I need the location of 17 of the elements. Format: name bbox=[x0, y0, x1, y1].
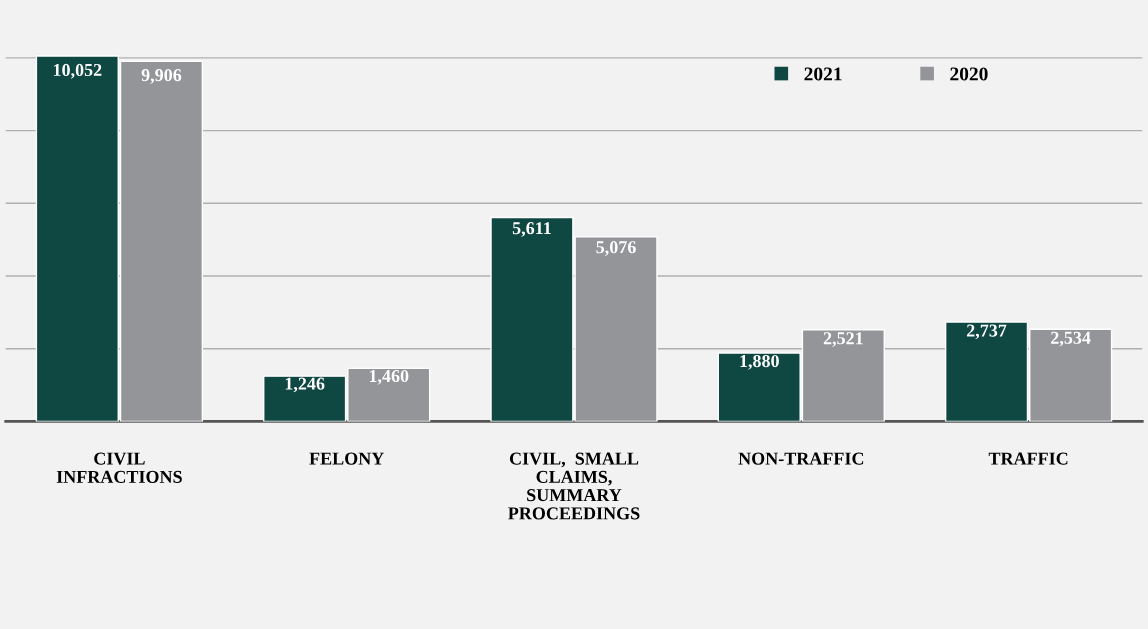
x-tick-label: NON-TRAFFIC bbox=[738, 452, 864, 465]
legend-label: 2021 bbox=[804, 67, 842, 81]
data-label: 2,534 bbox=[1051, 331, 1091, 347]
data-label: 9,906 bbox=[141, 69, 182, 84]
data-label: 5,611 bbox=[512, 222, 551, 237]
data-label: 10,052 bbox=[53, 63, 102, 79]
data-label: 5,076 bbox=[596, 241, 636, 256]
legend-label: 2020 bbox=[950, 67, 988, 81]
x-tick-label: CIVIL, SMALL CLAIMS, SUMMARY PROCEEDINGS bbox=[508, 452, 640, 520]
data-label: 1,246 bbox=[285, 377, 325, 393]
data-label: 2,521 bbox=[823, 332, 863, 347]
data-label: 1,880 bbox=[740, 354, 779, 370]
data-label: 1,460 bbox=[369, 369, 409, 385]
x-tick-label: CIVIL INFRACTIONS bbox=[56, 452, 182, 483]
x-tick-label: FELONY bbox=[309, 452, 384, 465]
x-tick-label: TRAFFIC bbox=[988, 452, 1068, 465]
data-label: 2,737 bbox=[967, 324, 1007, 340]
